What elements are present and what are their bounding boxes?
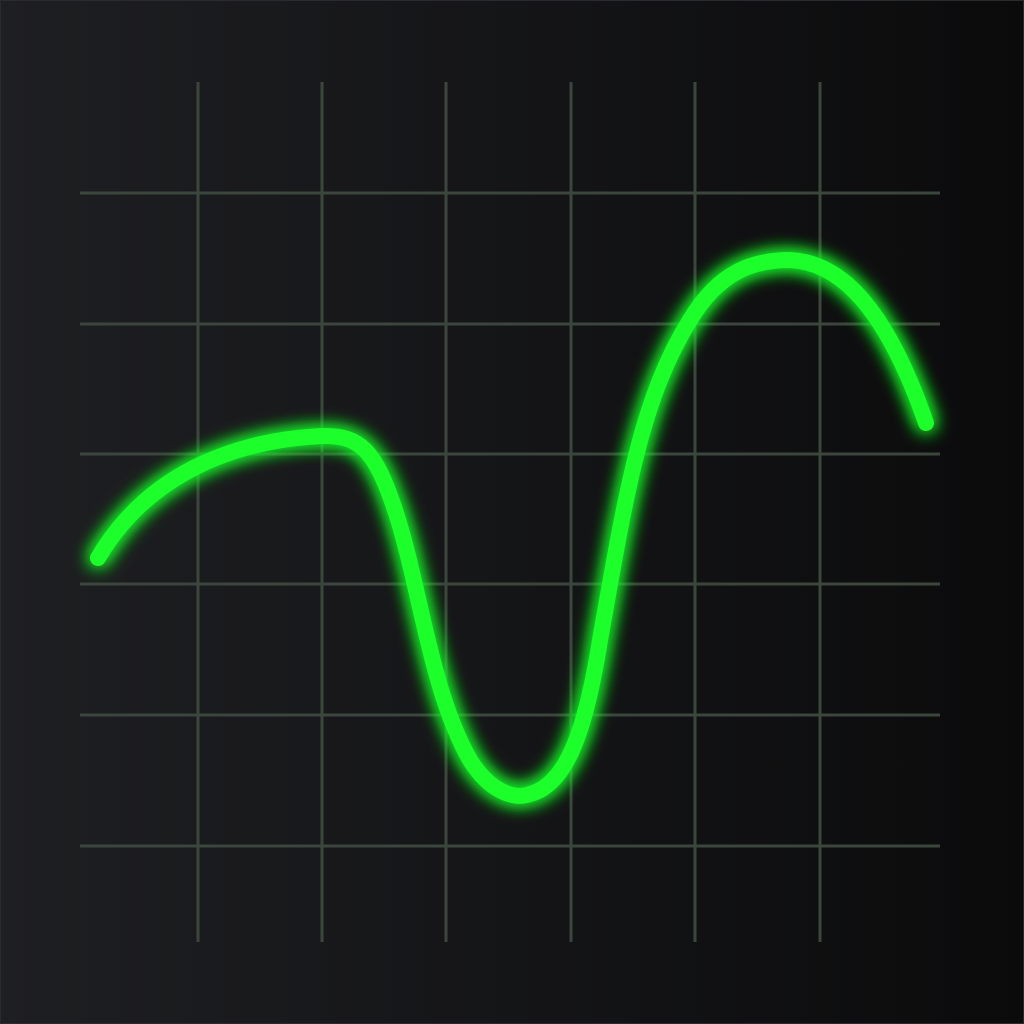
waveform-trace (90, 252, 934, 804)
oscilloscope-grid (80, 82, 940, 942)
